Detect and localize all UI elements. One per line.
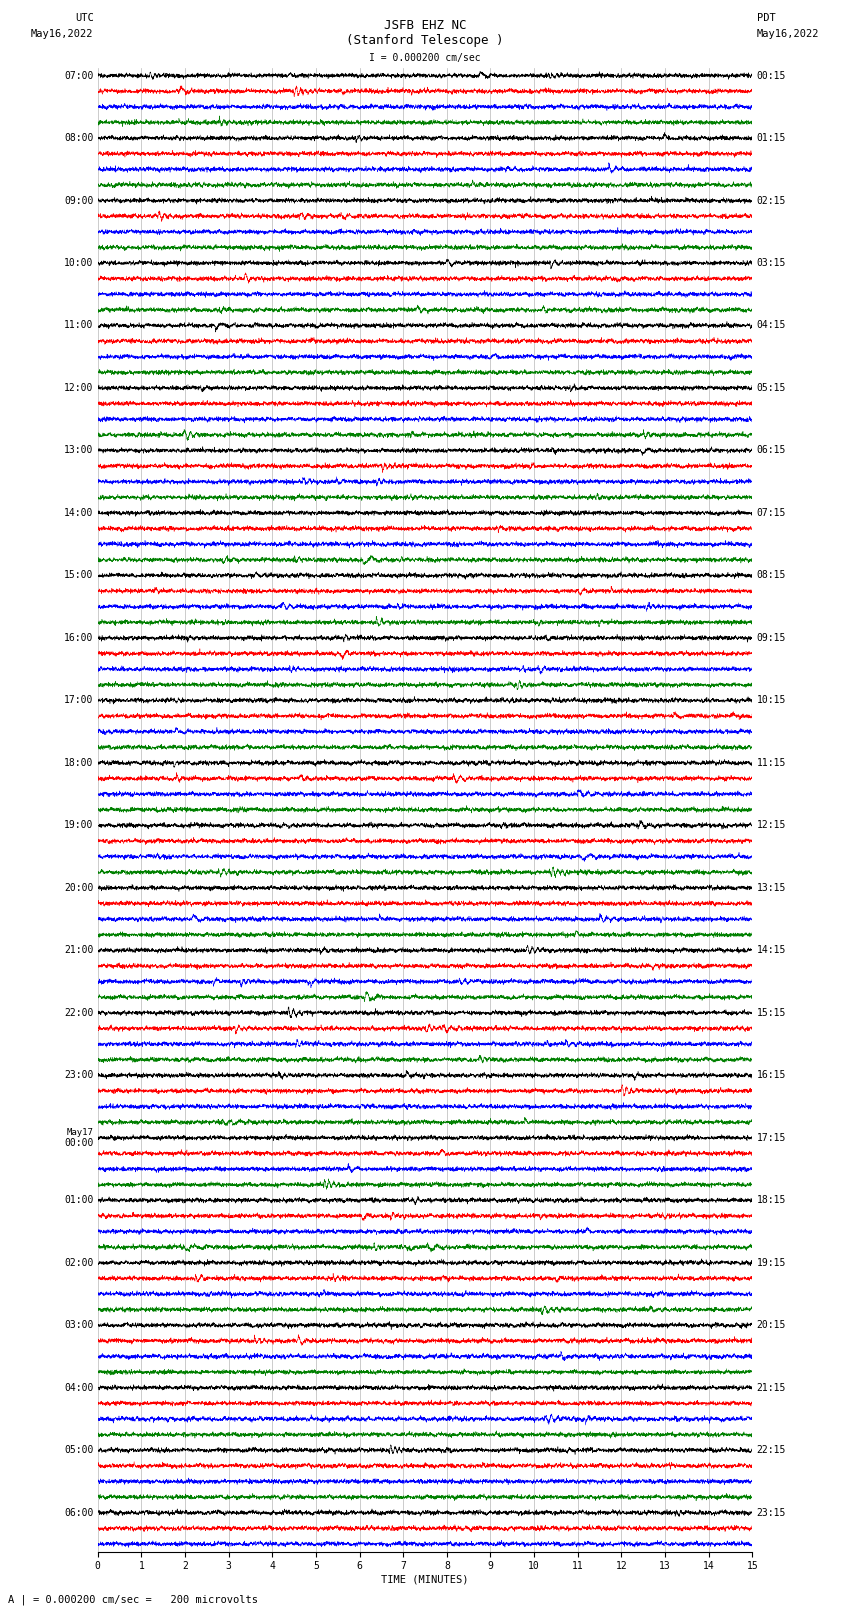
Text: 22:15: 22:15 <box>756 1445 786 1455</box>
Text: 08:15: 08:15 <box>756 571 786 581</box>
Text: 09:00: 09:00 <box>64 195 94 205</box>
Text: 15:15: 15:15 <box>756 1008 786 1018</box>
Text: 10:00: 10:00 <box>64 258 94 268</box>
Text: May16,2022: May16,2022 <box>756 29 819 39</box>
Text: 14:15: 14:15 <box>756 945 786 955</box>
Text: 14:00: 14:00 <box>64 508 94 518</box>
Text: 01:15: 01:15 <box>756 132 786 144</box>
Text: 13:00: 13:00 <box>64 445 94 455</box>
Text: 19:00: 19:00 <box>64 821 94 831</box>
Text: 12:00: 12:00 <box>64 382 94 394</box>
Text: 07:15: 07:15 <box>756 508 786 518</box>
Text: 21:15: 21:15 <box>756 1382 786 1392</box>
Text: PDT: PDT <box>756 13 775 23</box>
Text: (Stanford Telescope ): (Stanford Telescope ) <box>346 34 504 47</box>
Text: 05:15: 05:15 <box>756 382 786 394</box>
Text: 07:00: 07:00 <box>64 71 94 81</box>
Text: 01:00: 01:00 <box>64 1195 94 1205</box>
Text: 00:00: 00:00 <box>64 1137 94 1147</box>
Text: 19:15: 19:15 <box>756 1258 786 1268</box>
Text: 22:00: 22:00 <box>64 1008 94 1018</box>
Text: 08:00: 08:00 <box>64 132 94 144</box>
Text: 17:15: 17:15 <box>756 1132 786 1142</box>
Text: 18:00: 18:00 <box>64 758 94 768</box>
Text: 11:00: 11:00 <box>64 321 94 331</box>
Text: 04:15: 04:15 <box>756 321 786 331</box>
Text: 16:00: 16:00 <box>64 632 94 644</box>
Text: 03:00: 03:00 <box>64 1319 94 1331</box>
Text: 00:15: 00:15 <box>756 71 786 81</box>
Text: 06:00: 06:00 <box>64 1508 94 1518</box>
Text: 13:15: 13:15 <box>756 882 786 894</box>
X-axis label: TIME (MINUTES): TIME (MINUTES) <box>382 1574 468 1584</box>
Text: 09:15: 09:15 <box>756 632 786 644</box>
Text: 15:00: 15:00 <box>64 571 94 581</box>
Text: 02:15: 02:15 <box>756 195 786 205</box>
Text: JSFB EHZ NC: JSFB EHZ NC <box>383 19 467 32</box>
Text: I = 0.000200 cm/sec: I = 0.000200 cm/sec <box>369 53 481 63</box>
Text: 23:00: 23:00 <box>64 1071 94 1081</box>
Text: 18:15: 18:15 <box>756 1195 786 1205</box>
Text: 21:00: 21:00 <box>64 945 94 955</box>
Text: 04:00: 04:00 <box>64 1382 94 1392</box>
Text: 12:15: 12:15 <box>756 821 786 831</box>
Text: UTC: UTC <box>75 13 94 23</box>
Text: 05:00: 05:00 <box>64 1445 94 1455</box>
Text: A | = 0.000200 cm/sec =   200 microvolts: A | = 0.000200 cm/sec = 200 microvolts <box>8 1594 258 1605</box>
Text: 10:15: 10:15 <box>756 695 786 705</box>
Text: 11:15: 11:15 <box>756 758 786 768</box>
Text: 20:15: 20:15 <box>756 1319 786 1331</box>
Text: 16:15: 16:15 <box>756 1071 786 1081</box>
Text: 23:15: 23:15 <box>756 1508 786 1518</box>
Text: 20:00: 20:00 <box>64 882 94 894</box>
Text: 03:15: 03:15 <box>756 258 786 268</box>
Text: 02:00: 02:00 <box>64 1258 94 1268</box>
Text: May16,2022: May16,2022 <box>31 29 94 39</box>
Text: 06:15: 06:15 <box>756 445 786 455</box>
Text: 17:00: 17:00 <box>64 695 94 705</box>
Text: May17: May17 <box>66 1129 94 1137</box>
